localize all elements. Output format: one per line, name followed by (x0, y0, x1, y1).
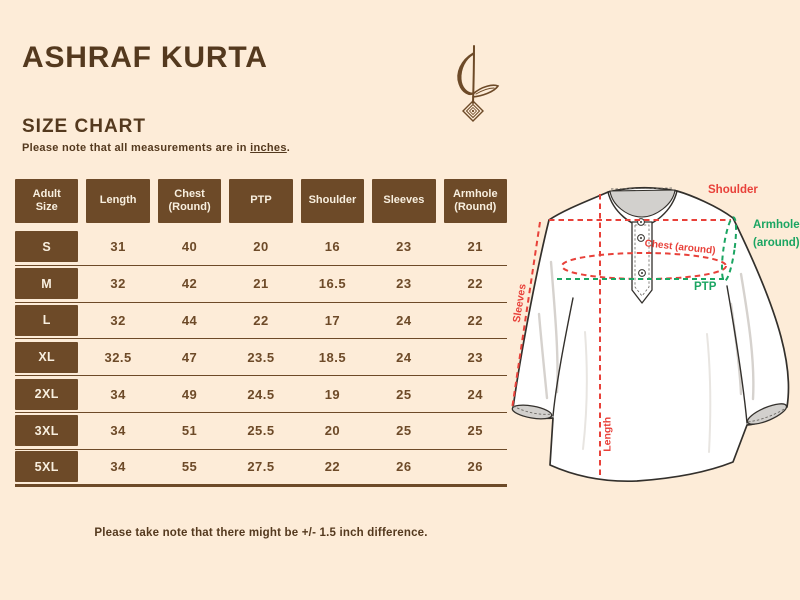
value-cell: 23.5 (247, 349, 275, 365)
table-row: L 32 44 22 17 24 22 (15, 303, 507, 340)
value-cell: 34 (110, 423, 126, 439)
value-cell: 22 (324, 459, 341, 475)
value-cell: 20 (253, 239, 269, 255)
table-row: 5XL 34 55 27.5 22 26 26 (15, 450, 507, 487)
value-cell: 23 (467, 349, 483, 365)
value-cell: 44 (181, 312, 198, 328)
value-cell: 34 (110, 386, 126, 402)
value-cell: 24 (467, 386, 483, 402)
size-cell: 3XL (15, 415, 79, 447)
value-cell: 25.5 (247, 423, 275, 439)
value-cell: 26 (396, 459, 412, 475)
tolerance-note: Please take note that there might be +/-… (94, 527, 428, 539)
value-cell: 25 (396, 423, 412, 439)
value-cell: 25 (396, 386, 412, 402)
value-cell: 22 (467, 276, 483, 292)
note-prefix: Please note that all measurements are in (22, 142, 251, 154)
section-heading: SIZE CHART (22, 116, 146, 137)
value-cell: 51 (181, 423, 198, 439)
value-cell: 19 (324, 386, 341, 402)
value-cell: 31 (110, 239, 126, 255)
value-cell: 40 (181, 239, 198, 255)
kurta-measurement-diagram: Shoulder Armhole (around) Chest (around)… (495, 162, 800, 500)
value-cell: 24 (396, 312, 412, 328)
size-table: Adult Size Length Chest (Round) PTP Shou… (15, 179, 507, 487)
column-header-shoulder: Shoulder (300, 179, 365, 223)
size-cell: 2XL (15, 378, 79, 410)
note-suffix: . (286, 142, 291, 154)
size-cell: L (15, 304, 79, 336)
value-cell: 34 (110, 459, 126, 475)
column-header-length: Length (86, 179, 150, 223)
value-cell: 23 (396, 239, 412, 255)
measurement-note: Please note that all measurements are in… (22, 142, 290, 154)
table-row: M 32 42 21 16.5 23 22 (15, 266, 507, 303)
table-header-row: Adult Size Length Chest (Round) PTP Shou… (15, 179, 507, 223)
value-cell: 42 (181, 276, 198, 292)
size-cell: S (15, 231, 79, 263)
page-title: ASHRAF KURTA (22, 41, 268, 74)
value-cell: 24 (396, 349, 412, 365)
value-cell: 32 (110, 276, 126, 292)
value-cell: 24.5 (247, 386, 275, 402)
column-header-ptp: PTP (229, 179, 293, 223)
column-header-armhole: Armhole (Round) (443, 179, 507, 223)
value-cell: 32.5 (104, 349, 132, 365)
value-cell: 55 (181, 459, 198, 475)
table-row: 3XL 34 51 25.5 20 25 25 (15, 413, 507, 450)
value-cell: 23 (396, 276, 412, 292)
value-cell: 18.5 (318, 349, 347, 365)
kurta-illustration (511, 186, 790, 483)
size-cell: M (15, 268, 79, 300)
armhole-measure-label: Armhole (around) (753, 219, 800, 250)
shoulder-measure-label: Shoulder (708, 184, 758, 196)
value-cell: 25 (467, 423, 483, 439)
size-cell: 5XL (15, 451, 79, 483)
value-cell: 16.5 (318, 276, 347, 292)
value-cell: 20 (324, 423, 341, 439)
length-measure-label: Length (601, 416, 614, 452)
column-header-chest: Chest (Round) (157, 179, 222, 223)
value-cell: 21 (253, 276, 269, 292)
value-cell: 26 (467, 459, 483, 475)
value-cell: 17 (324, 312, 341, 328)
value-cell: 49 (181, 386, 198, 402)
value-cell: 22 (467, 312, 483, 328)
note-unit-underlined: inches (250, 142, 287, 154)
value-cell: 22 (253, 312, 269, 328)
table-row: XL 32.5 47 23.5 18.5 24 23 (15, 339, 507, 377)
size-cell: XL (15, 341, 79, 373)
value-cell: 27.5 (247, 459, 275, 475)
value-cell: 32 (110, 312, 126, 328)
column-header-sleeves: Sleeves (372, 179, 436, 223)
value-cell: 16 (324, 239, 341, 255)
table-row: S 31 40 20 16 23 21 (15, 229, 507, 266)
table-row: 2XL 34 49 24.5 19 25 24 (15, 376, 507, 413)
ptp-measure-label: PTP (694, 281, 717, 293)
column-header-adult-size: Adult Size (15, 179, 79, 223)
value-cell: 21 (467, 239, 483, 255)
brand-calligraphy-logo-icon (457, 45, 500, 122)
value-cell: 47 (181, 349, 198, 365)
